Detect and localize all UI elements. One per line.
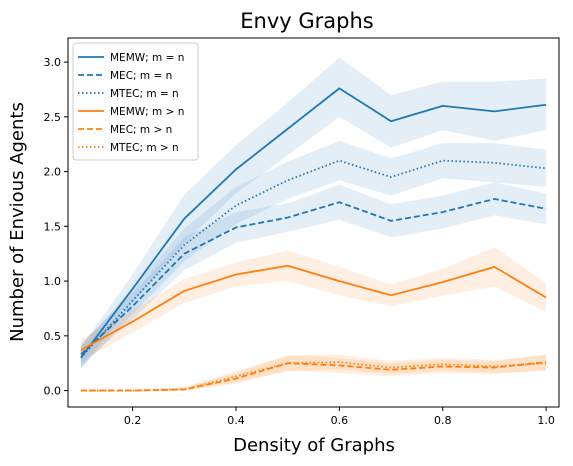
series-line-2 [80, 159, 547, 359]
x-tick-label: 0.6 [331, 414, 349, 427]
y-tick-label: 0.5 [44, 330, 62, 343]
confidence-band-0 [80, 57, 547, 369]
x-axis-ticks: 0.2 0.4 0.6 0.8 1.0 [124, 407, 555, 427]
series-lines [80, 87, 547, 392]
confidence-band-3 [80, 247, 547, 362]
y-tick-label: 2.0 [44, 166, 62, 179]
x-tick-label: 0.8 [434, 414, 452, 427]
legend-label-1: MEC; m = n [110, 70, 172, 82]
y-tick-label: 3.0 [44, 56, 62, 69]
legend-label-3: MEMW; m > n [110, 106, 184, 118]
y-tick-label: 1.5 [44, 220, 62, 233]
y-tick-label: 1.0 [44, 275, 62, 288]
y-tick-label: 0.0 [44, 385, 62, 398]
y-tick-label: 2.5 [44, 111, 62, 124]
series-line-4 [80, 361, 547, 392]
confidence-band-1 [80, 182, 547, 366]
x-tick-label: 0.2 [124, 414, 142, 427]
legend: MEMW; m = n MEC; m = n MTEC; m = n MEMW; m … [72, 42, 199, 161]
series-line-1 [80, 198, 547, 356]
x-tick-label: 0.4 [227, 414, 245, 427]
series-line-0 [80, 87, 547, 359]
x-axis-title: Density of Graphs [233, 435, 395, 456]
plot-area-frame [67, 37, 560, 408]
legend-label-5: MTEC; m > n [110, 142, 179, 154]
x-tick-label: 1.0 [537, 414, 555, 427]
confidence-band-5 [80, 354, 547, 391]
chart-title: Envy Graphs [240, 9, 373, 33]
legend-label-4: MEC; m > n [110, 124, 172, 136]
series-line-3 [80, 264, 547, 351]
y-axis-ticks: 0.0 0.5 1.0 1.5 2.0 2.5 3.0 [44, 56, 68, 398]
legend-label-2: MTEC; m = n [110, 88, 179, 100]
confidence-band-4 [80, 354, 547, 391]
legend-box [72, 42, 199, 161]
legend-label-0: MEMW; m = n [110, 52, 184, 64]
y-axis-title: Number of Envious Agents [7, 102, 28, 342]
